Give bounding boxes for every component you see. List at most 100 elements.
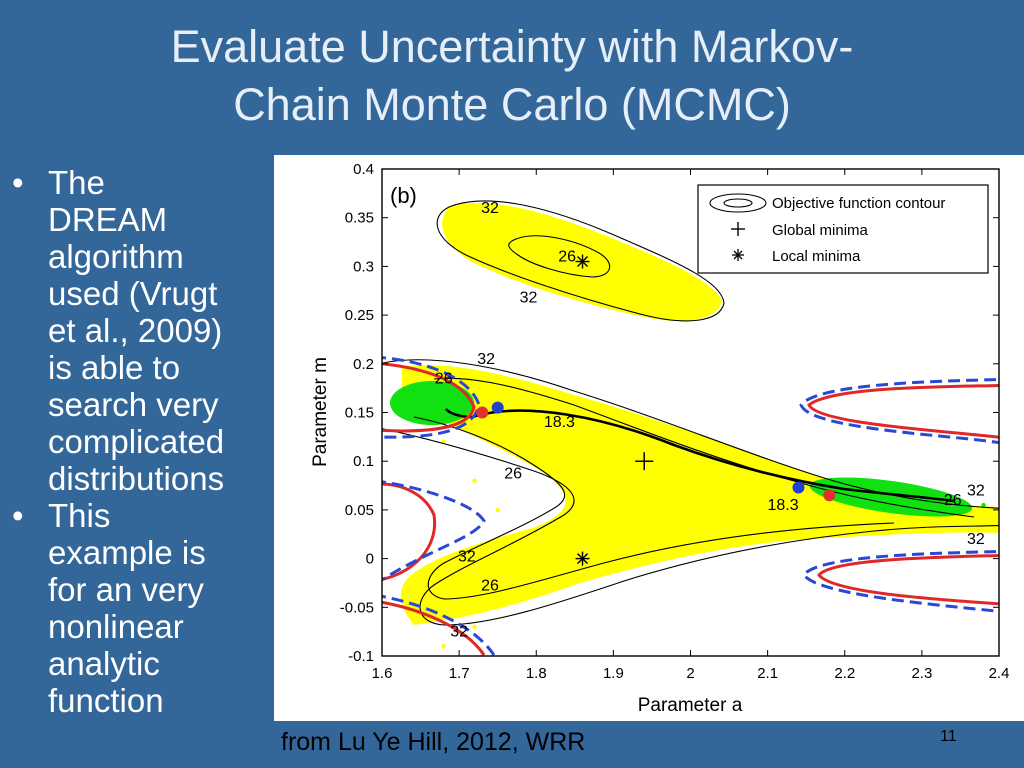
red-point	[476, 406, 489, 419]
bullet-dot: •	[12, 164, 24, 201]
bullet-line: search very	[48, 386, 219, 423]
y-tick-label: -0.1	[348, 648, 374, 665]
bullet-dot: •	[12, 497, 24, 534]
x-tick-label: 1.8	[526, 665, 547, 682]
y-tick-label: 0.1	[353, 453, 374, 470]
contour-label: 26	[558, 249, 576, 266]
bullet-line: This	[48, 497, 111, 534]
bullet-line: used (Vrugt	[48, 275, 218, 312]
figure-caption: from Lu Ye Hill, 2012, WRR	[281, 728, 586, 756]
y-tick-label: 0.25	[345, 307, 374, 324]
scatter-point	[611, 459, 616, 464]
blue-dashed-contours	[382, 356, 999, 656]
bullet-line: complicated	[48, 423, 225, 460]
page-number: 11	[940, 728, 957, 745]
y-tick-label: 0	[366, 551, 374, 568]
contour-label: 18.3	[544, 414, 575, 431]
minima-markers	[476, 254, 836, 566]
scatter-point	[534, 566, 539, 571]
x-tick-label: 2	[686, 665, 694, 682]
x-tick-label: 2.2	[834, 665, 855, 682]
scatter-point	[726, 517, 732, 522]
bullet-line: example is	[48, 534, 206, 571]
contour-legend-icon	[709, 193, 767, 213]
contour-label: 32	[967, 531, 985, 548]
scatter-point	[441, 644, 446, 649]
y-axis-label: Parameter m	[310, 357, 331, 467]
x-tick-label: 1.7	[449, 665, 470, 682]
contour-label: 32	[477, 351, 495, 368]
contour-label: 26	[944, 492, 962, 509]
bullet-item: • The DREAM algorithm used (Vrugt et al., 200…	[8, 164, 266, 497]
bullet-line: distributions	[48, 460, 225, 497]
legend-entry-local-minima: Local minima	[772, 248, 861, 265]
contour-label: 32	[450, 624, 468, 641]
contour-label: 26	[435, 370, 453, 387]
y-tick-label: 0.35	[345, 210, 374, 227]
scatter-point	[534, 439, 539, 444]
y-tick-label: 0.15	[345, 405, 374, 422]
title-line-2: Chain Monte Carlo (MCMC)	[233, 79, 791, 130]
scatter-point	[688, 468, 693, 474]
figure-panel: 1.6 1.7 1.8 1.9 2 2.1 2.2 2.3 2.4 -0.1 -0.05 0 0.05…	[274, 155, 1024, 721]
x-tick-label: 2.4	[989, 665, 1010, 682]
bullet-line: nonlinear	[48, 608, 184, 645]
y-tick-label: 0.3	[353, 258, 374, 275]
scatter-point	[765, 478, 770, 483]
scatter-point	[510, 225, 516, 230]
title-line-1: Evaluate Uncertainty with Markov-	[170, 21, 854, 72]
bullet-line: function	[48, 682, 164, 719]
bullet-line: algorithm	[48, 238, 184, 275]
contour-label: 32	[967, 482, 985, 499]
bullet-line: et al., 2009)	[48, 312, 223, 349]
blue-point	[792, 481, 805, 494]
x-tick-label: 1.9	[603, 665, 624, 682]
scatter-point	[572, 254, 578, 259]
bullet-list: • The DREAM algorithm used (Vrugt et al., 200…	[8, 164, 266, 719]
scatter-point	[688, 527, 693, 532]
blue-point	[491, 401, 504, 414]
bullet-line: is able to	[48, 349, 181, 386]
scatter-point	[472, 478, 477, 483]
scatter-point	[472, 624, 477, 629]
slide-title: Evaluate Uncertainty with Markov- Chain …	[0, 18, 1024, 134]
contour-label: 26	[481, 578, 499, 595]
scatter-point	[572, 556, 578, 561]
contour-lines	[382, 200, 999, 626]
contour-label: 18.3	[767, 497, 798, 514]
scatter-point	[649, 536, 655, 542]
panel-label: (b)	[390, 183, 417, 208]
red-boundary-contours	[382, 362, 999, 656]
y-tick-label: 0.05	[345, 502, 374, 519]
y-axis-ticks: -0.1 -0.05 0 0.05 0.1 0.15 0.2 0.25 0.3 0.35 0.4	[340, 161, 999, 665]
x-axis-label: Parameter a	[638, 695, 743, 716]
scatter-point	[765, 507, 770, 513]
contour-label: 26	[504, 466, 522, 483]
scatter-point	[503, 595, 508, 600]
legend-entry-global-minima: Global minima	[772, 222, 869, 239]
red-point	[823, 489, 836, 502]
contour-label: 32	[520, 289, 538, 306]
local-minimum-marker	[577, 553, 589, 565]
contour-labels: 32 26 32 32 26 18.3 26 18.3 32 26 32 32 26 32	[435, 200, 985, 641]
y-tick-label: 0.2	[353, 356, 374, 373]
bullet-line: for an very	[48, 571, 204, 608]
global-minima-legend-icon	[731, 222, 745, 236]
x-tick-label: 2.3	[911, 665, 932, 682]
contour-label: 32	[481, 200, 499, 217]
scatter-point	[611, 273, 616, 279]
x-axis-ticks: 1.6 1.7 1.8 1.9 2 2.1 2.2 2.3 2.4	[372, 169, 1010, 682]
legend-entry-contour: Objective function contour	[772, 195, 945, 212]
scatter-point	[981, 502, 986, 508]
scatter-point	[495, 507, 500, 513]
contour-scatter-chart: 1.6 1.7 1.8 1.9 2 2.1 2.2 2.3 2.4 -0.1 -0.05 0 0.05…	[310, 161, 1010, 716]
y-tick-label: 0.4	[353, 161, 374, 178]
x-tick-label: 1.6	[372, 665, 393, 682]
contour-label: 32	[458, 549, 476, 566]
bullet-line: DREAM	[48, 201, 168, 238]
scatter-point	[649, 293, 655, 298]
bullet-item: • This example is for an very nonlinear analy…	[8, 497, 266, 719]
x-tick-label: 2.1	[757, 665, 778, 682]
bullet-line: analytic	[48, 645, 160, 682]
scatter-point	[534, 244, 539, 250]
